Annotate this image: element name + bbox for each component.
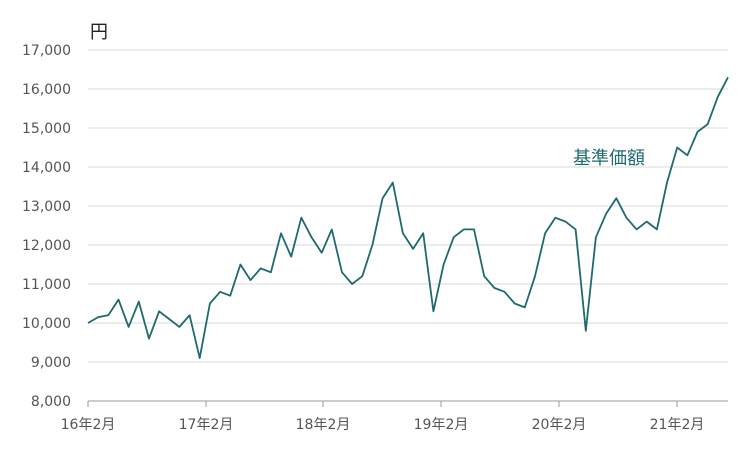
x-tick-label: 17年2月 <box>179 417 234 433</box>
y-tick-label: 15,000 <box>22 121 71 137</box>
y-tick-label: 14,000 <box>22 160 71 176</box>
y-tick-label: 12,000 <box>22 238 71 254</box>
x-axis-ticks: 16年2月 17年2月 18年2月 19年2月 20年2月 21年2月 <box>61 401 705 433</box>
y-tick-label: 11,000 <box>22 277 71 293</box>
x-tick-label: 16年2月 <box>61 417 116 433</box>
x-tick-label: 21年2月 <box>650 417 705 433</box>
x-tick-label: 18年2月 <box>296 417 351 433</box>
y-tick-label: 13,000 <box>22 199 71 215</box>
gridlines <box>88 49 728 402</box>
y-tick-label: 16,000 <box>22 82 71 98</box>
y-unit-label: 円 <box>90 22 108 43</box>
y-tick-label: 17,000 <box>22 43 71 59</box>
y-tick-label: 9,000 <box>31 355 71 371</box>
y-tick-label: 10,000 <box>22 316 71 332</box>
series-lines <box>87 76 729 360</box>
x-tick-label: 20年2月 <box>532 417 587 433</box>
series-label: 基準価額 <box>573 148 645 169</box>
y-axis-ticks: 8,000 9,000 10,000 11,000 12,000 13,000 14,000… <box>22 43 71 410</box>
series-line <box>87 76 729 360</box>
y-tick-label: 8,000 <box>31 394 71 410</box>
x-tick-label: 19年2月 <box>414 417 469 433</box>
